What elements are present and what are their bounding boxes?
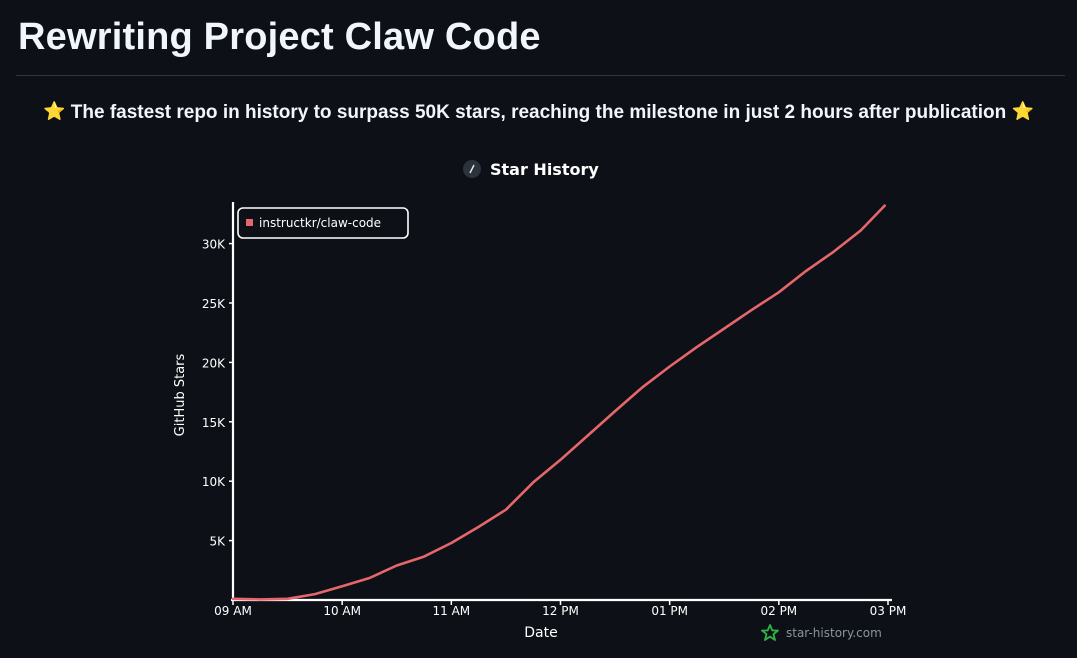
- x-tick-label: 01 PM: [651, 604, 688, 618]
- slash-logo-mark: [469, 164, 475, 174]
- y-tick-label: 30K: [202, 238, 226, 252]
- y-tick-label: 20K: [202, 356, 226, 370]
- x-tick-label: 02 PM: [760, 604, 797, 618]
- series-layer: [231, 204, 887, 601]
- y-tick-label: 15K: [202, 416, 226, 430]
- x-axis-label: Date: [524, 625, 557, 641]
- watermark-text: star-history.com: [786, 626, 882, 640]
- subtitle-text: The fastest repo in history to surpass 5…: [70, 102, 1007, 123]
- x-axis-ticks: 09 AM 10 AM 11 AM 12 PM 01 PM 02 PM 03 PM: [214, 600, 906, 618]
- y-axis-label: GitHub Stars: [173, 353, 188, 436]
- series-line: [231, 204, 887, 601]
- legend-label: instructkr/claw-code: [259, 216, 381, 230]
- title-divider: [16, 75, 1065, 76]
- legend-box: [237, 207, 409, 239]
- chart-title: Star History: [490, 160, 599, 179]
- y-tick-label: 25K: [202, 297, 226, 311]
- x-tick-label: 09 AM: [214, 604, 252, 618]
- legend-swatch: [246, 219, 253, 226]
- watermark: star-history.com: [761, 624, 882, 641]
- x-tick-label: 11 AM: [433, 604, 471, 618]
- star-history-logo-icon: [761, 624, 779, 641]
- x-tick-label: 12 PM: [542, 604, 579, 618]
- star-emoji-icon: ⭐: [1011, 101, 1034, 121]
- page-title: Rewriting Project Claw Code: [18, 16, 541, 58]
- x-tick-label: 03 PM: [870, 604, 907, 618]
- y-axis-ticks: 5K 10K 15K 20K 25K 30K: [202, 238, 233, 549]
- y-tick-label: 5K: [209, 535, 226, 549]
- y-tick-label: 10K: [202, 475, 226, 489]
- subtitle-banner: ⭐ The fastest repo in history to surpass…: [0, 101, 1077, 124]
- x-tick-label: 10 AM: [323, 604, 361, 618]
- legend: instructkr/claw-code: [237, 207, 409, 239]
- star-emoji-icon: ⭐: [43, 101, 66, 121]
- chart-title-group: Star History: [463, 160, 599, 179]
